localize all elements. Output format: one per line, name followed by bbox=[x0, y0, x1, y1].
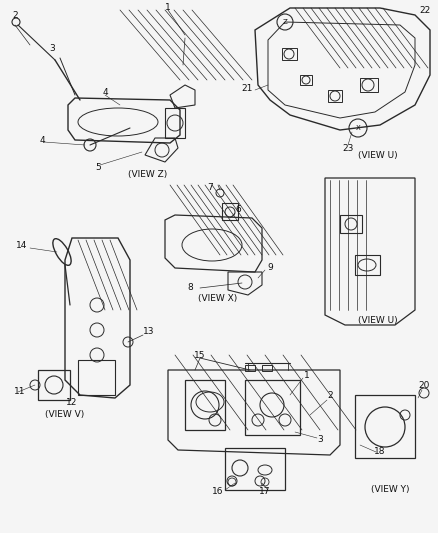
Text: Z: Z bbox=[282, 19, 287, 25]
Text: 13: 13 bbox=[143, 327, 154, 336]
Text: 7: 7 bbox=[207, 183, 212, 192]
Bar bbox=[261, 365, 272, 371]
Text: 16: 16 bbox=[212, 488, 223, 497]
Text: (VIEW Z): (VIEW Z) bbox=[128, 171, 167, 180]
Text: X: X bbox=[355, 125, 360, 131]
Text: 3: 3 bbox=[316, 435, 322, 445]
Text: 2: 2 bbox=[12, 11, 18, 20]
Text: 23: 23 bbox=[342, 143, 353, 152]
Bar bbox=[327, 90, 341, 102]
Text: (VIEW U): (VIEW U) bbox=[357, 150, 397, 159]
Bar bbox=[354, 255, 379, 275]
Text: 5: 5 bbox=[95, 164, 101, 173]
Text: 3: 3 bbox=[49, 44, 55, 52]
Text: 6: 6 bbox=[235, 206, 240, 214]
Bar bbox=[359, 78, 377, 92]
Text: 14: 14 bbox=[16, 241, 27, 251]
Bar bbox=[281, 48, 297, 60]
Bar bbox=[339, 215, 361, 233]
Text: 12: 12 bbox=[66, 399, 78, 408]
Text: 2: 2 bbox=[326, 392, 332, 400]
Text: 8: 8 bbox=[187, 284, 193, 293]
Text: (VIEW U): (VIEW U) bbox=[357, 316, 397, 325]
Text: 18: 18 bbox=[374, 448, 385, 456]
Text: 1: 1 bbox=[165, 3, 170, 12]
Text: 17: 17 bbox=[259, 488, 270, 497]
Text: 9: 9 bbox=[266, 263, 272, 272]
Bar bbox=[299, 75, 311, 85]
Text: (VIEW V): (VIEW V) bbox=[45, 410, 85, 419]
Text: 15: 15 bbox=[194, 351, 205, 360]
Text: (VIEW X): (VIEW X) bbox=[198, 294, 237, 303]
Text: 1: 1 bbox=[304, 372, 309, 381]
Text: 11: 11 bbox=[14, 387, 25, 397]
Text: 22: 22 bbox=[418, 5, 429, 14]
Text: 21: 21 bbox=[241, 84, 252, 93]
Text: (VIEW Y): (VIEW Y) bbox=[370, 486, 408, 495]
Text: 4: 4 bbox=[39, 135, 45, 144]
Text: 4: 4 bbox=[102, 87, 108, 96]
Bar bbox=[244, 365, 254, 371]
Text: 20: 20 bbox=[417, 382, 429, 391]
